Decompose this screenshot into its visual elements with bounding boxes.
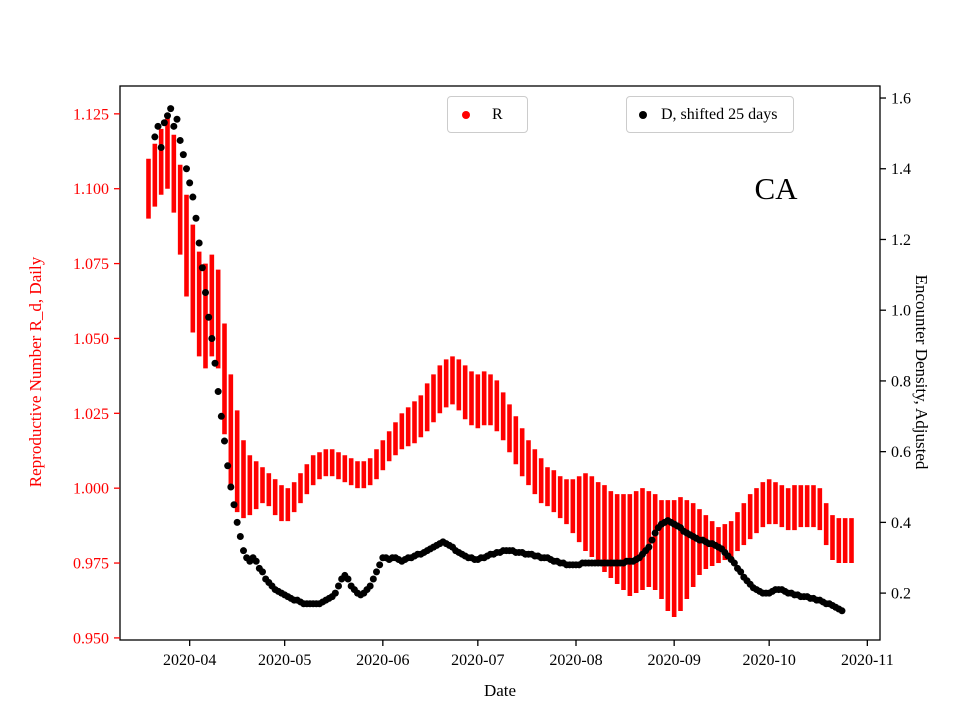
right-tick-label: 1.4 <box>891 161 911 178</box>
left-tick-label: 1.000 <box>73 481 109 498</box>
x-tick-label: 2020-10 <box>743 652 796 669</box>
d-point <box>217 412 225 420</box>
x-tick-label: 2020-06 <box>356 652 409 669</box>
plot-border <box>119 85 881 641</box>
x-tick-label: 2020-07 <box>451 652 504 669</box>
d-point <box>205 313 213 321</box>
left-tick-label: 1.075 <box>73 256 109 273</box>
d-point <box>195 239 203 247</box>
d-point <box>170 122 178 130</box>
right-tick-label: 0.2 <box>891 586 911 603</box>
d-legend-marker-icon <box>639 110 647 119</box>
d-point <box>211 359 219 367</box>
left-tick-label: 1.125 <box>73 106 109 123</box>
y-axis-right-title: Encounter Density, Adjusted <box>912 274 931 470</box>
d-point <box>183 165 190 173</box>
d-point <box>198 264 206 272</box>
d-point <box>230 501 238 509</box>
right-tick-label: 1.0 <box>891 303 911 320</box>
x-tick-label: 2020-05 <box>258 652 311 669</box>
d-point <box>737 568 745 576</box>
d-point <box>154 122 162 130</box>
right-tick-label: 0.4 <box>891 515 911 532</box>
d-point <box>208 334 216 342</box>
d-point <box>176 136 184 144</box>
x-tick-label: 2020-08 <box>549 652 602 669</box>
r-legend-marker-icon <box>462 110 470 119</box>
d-point <box>838 607 846 615</box>
d-point <box>160 119 168 127</box>
d-point <box>179 151 187 159</box>
left-tick-label: 1.100 <box>73 181 109 198</box>
x-tick-label: 2020-09 <box>648 652 701 669</box>
legend-d: D, shifted 25 days <box>626 96 795 133</box>
d-point <box>192 214 200 222</box>
d-point <box>344 575 352 583</box>
d-point <box>240 547 247 555</box>
d-point <box>335 582 342 590</box>
d-point <box>227 483 235 491</box>
d-point <box>366 582 374 590</box>
d-point <box>236 533 244 541</box>
left-tick-label: 1.025 <box>73 406 109 423</box>
d-point <box>373 568 380 576</box>
x-tick-label: 2020-04 <box>163 652 216 669</box>
left-tick-label: 0.975 <box>73 556 109 573</box>
right-tick-label: 0.8 <box>891 373 911 390</box>
d-point <box>167 105 175 113</box>
legend-d-label: D, shifted 25 days <box>661 105 778 123</box>
right-tick-label: 0.6 <box>891 444 911 461</box>
left-tick-label: 1.050 <box>73 331 109 348</box>
x-tick-label: 2020-11 <box>841 652 894 669</box>
left-tick-label: 0.950 <box>73 630 109 647</box>
d-point <box>376 561 384 569</box>
d-point <box>259 568 266 576</box>
d-point <box>164 112 171 120</box>
legend-r: R <box>447 96 528 133</box>
d-point <box>151 133 159 141</box>
d-point <box>189 193 197 201</box>
x-axis-title: Date <box>483 681 517 700</box>
d-point <box>331 589 339 597</box>
y-axis-left-title: Reproductive Number R_d, Daily <box>26 256 45 488</box>
state-annotation: CA <box>754 171 798 206</box>
d-point <box>221 437 228 445</box>
d-point <box>648 536 656 544</box>
d-point <box>645 543 653 551</box>
d-point <box>730 559 738 567</box>
d-point <box>252 557 260 565</box>
right-tick-label: 1.2 <box>891 232 911 249</box>
d-point <box>186 179 194 187</box>
d-point <box>224 462 232 470</box>
d-point <box>214 388 222 396</box>
legend-r-label: R <box>492 105 503 123</box>
d-point <box>651 529 659 537</box>
right-tick-label: 1.6 <box>891 91 911 108</box>
d-point <box>202 289 209 297</box>
d-point <box>233 518 241 526</box>
d-point <box>157 144 165 152</box>
d-point <box>369 575 377 583</box>
d-point <box>173 115 181 123</box>
